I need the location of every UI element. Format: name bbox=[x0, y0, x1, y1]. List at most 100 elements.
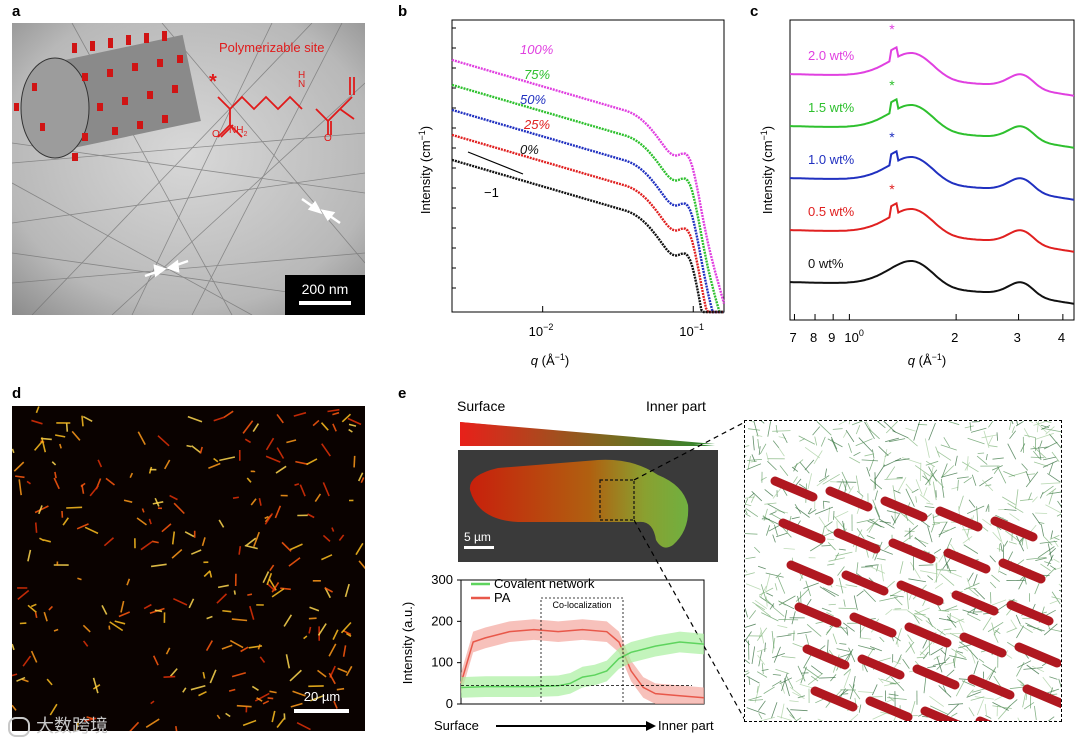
fiber bbox=[141, 508, 145, 513]
network-strand bbox=[1040, 524, 1044, 537]
network-strand bbox=[892, 430, 909, 439]
network-strand bbox=[776, 634, 792, 638]
network-strand bbox=[967, 613, 981, 622]
network-strand bbox=[948, 421, 960, 426]
network-strand bbox=[946, 703, 959, 716]
network-strand bbox=[837, 566, 845, 576]
network-strand bbox=[888, 696, 895, 702]
fiber bbox=[276, 413, 284, 424]
network-strand bbox=[1015, 421, 1024, 427]
network-strand bbox=[1009, 686, 1024, 690]
series-label: 50% bbox=[520, 92, 546, 107]
fiber bbox=[137, 431, 146, 445]
fiber bbox=[254, 692, 270, 702]
fiber bbox=[293, 411, 307, 417]
x-tick-label: 8 bbox=[810, 330, 817, 345]
network-strand bbox=[745, 445, 750, 447]
pa-fiber-rod bbox=[943, 548, 991, 574]
network-strand bbox=[843, 669, 851, 689]
network-strand bbox=[845, 429, 855, 443]
fiber bbox=[27, 549, 32, 562]
fiber bbox=[286, 439, 297, 444]
network-strand bbox=[944, 661, 954, 666]
network-strand bbox=[905, 488, 915, 507]
network-strand bbox=[914, 536, 927, 548]
network-strand bbox=[791, 516, 800, 520]
network-strand bbox=[1009, 430, 1017, 439]
network-strand bbox=[1021, 536, 1024, 546]
network-strand bbox=[987, 621, 1004, 633]
network-strand bbox=[963, 477, 972, 484]
network-strand bbox=[932, 514, 941, 519]
network-strand bbox=[748, 492, 755, 498]
network-strand bbox=[871, 566, 886, 574]
scale-bar-d: 20 µm bbox=[294, 689, 349, 713]
network-strand bbox=[798, 435, 816, 445]
fiber bbox=[186, 444, 192, 448]
network-strand bbox=[878, 677, 884, 684]
network-strand bbox=[765, 596, 768, 607]
network-strand bbox=[1042, 676, 1055, 693]
peak-star: * bbox=[889, 181, 895, 197]
pa-fiber-rod bbox=[888, 538, 936, 564]
network-strand bbox=[1023, 667, 1043, 670]
network-strand bbox=[864, 453, 875, 457]
fiber bbox=[296, 721, 311, 731]
fiber bbox=[267, 697, 274, 700]
network-strand bbox=[876, 558, 886, 561]
network-strand bbox=[757, 671, 768, 678]
fiber bbox=[49, 703, 58, 716]
network-strand bbox=[890, 676, 905, 691]
fiber bbox=[213, 457, 219, 463]
fiber bbox=[269, 690, 277, 694]
fiber bbox=[31, 419, 43, 425]
network-strand bbox=[991, 622, 996, 636]
fiber bbox=[114, 620, 126, 625]
network-strand bbox=[907, 634, 913, 643]
network-strand bbox=[997, 566, 1001, 573]
fiber bbox=[16, 676, 26, 682]
network-strand bbox=[879, 636, 885, 643]
network-strand bbox=[856, 490, 864, 497]
fiber bbox=[12, 704, 17, 711]
series-band bbox=[461, 631, 704, 698]
network-strand bbox=[858, 437, 873, 452]
scale-bar-a: 200 nm bbox=[285, 275, 365, 315]
fiber bbox=[264, 515, 269, 520]
network-strand bbox=[954, 455, 958, 466]
fiber bbox=[259, 656, 266, 663]
series-line bbox=[451, 133, 724, 314]
series-line bbox=[790, 149, 1075, 201]
network-strand bbox=[999, 570, 1007, 576]
fiber bbox=[216, 593, 228, 604]
network-strand bbox=[896, 640, 899, 648]
network-strand bbox=[882, 449, 888, 467]
fiber bbox=[92, 677, 99, 694]
network-strand bbox=[757, 565, 766, 570]
fiber bbox=[39, 537, 45, 542]
network-strand bbox=[799, 438, 806, 442]
fiber bbox=[225, 712, 231, 718]
fiber bbox=[22, 655, 32, 667]
peak-star: * bbox=[889, 77, 895, 93]
network-strand bbox=[799, 683, 814, 689]
fiber bbox=[66, 506, 83, 509]
network-strand bbox=[1036, 421, 1039, 433]
network-strand bbox=[938, 522, 948, 538]
network-strand bbox=[797, 665, 806, 682]
network-strand bbox=[826, 611, 834, 617]
network-strand bbox=[754, 546, 761, 553]
network-strand bbox=[1047, 554, 1054, 567]
fiber bbox=[292, 690, 306, 697]
network-strand bbox=[947, 618, 957, 624]
x-tick-label: 9 bbox=[828, 330, 835, 345]
network-strand bbox=[892, 660, 902, 665]
network-strand bbox=[1044, 561, 1052, 565]
pa-fiber-rod bbox=[959, 632, 1007, 658]
network-strand bbox=[970, 696, 985, 701]
network-strand bbox=[880, 678, 897, 685]
fiber bbox=[303, 635, 308, 640]
network-strand bbox=[758, 446, 761, 455]
network-strand bbox=[797, 695, 805, 699]
fiber bbox=[190, 684, 206, 691]
